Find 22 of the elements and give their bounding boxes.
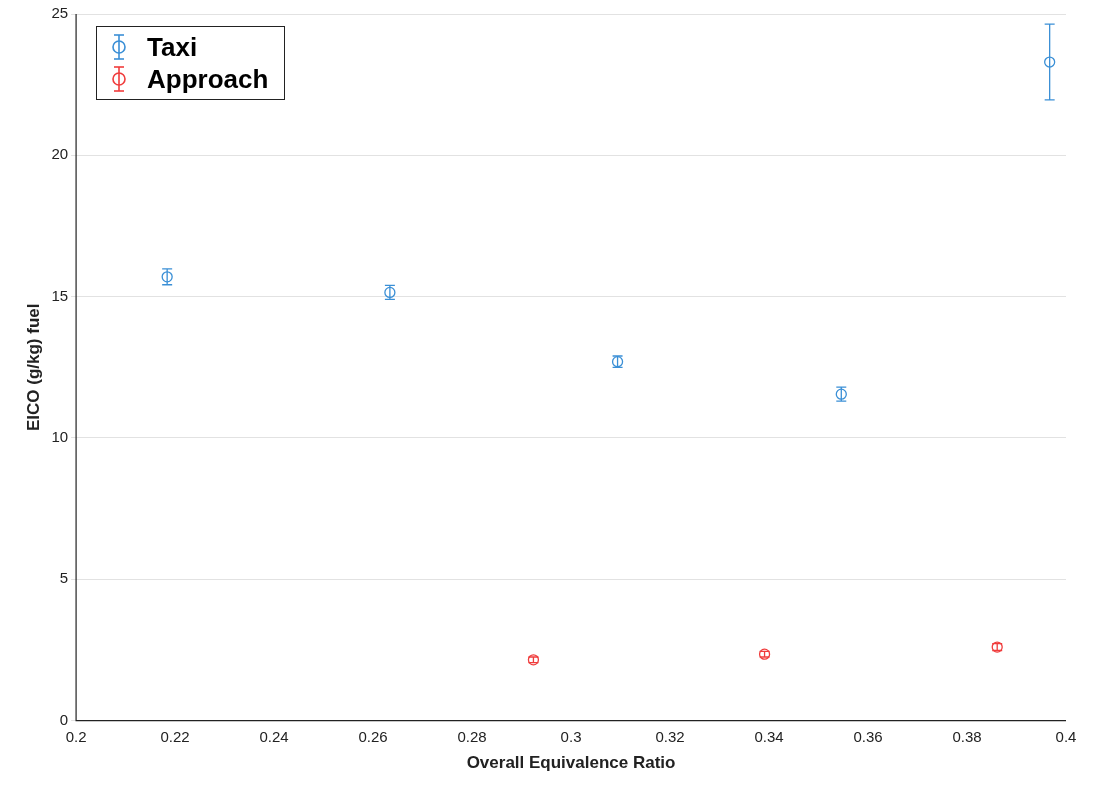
x-tick-label: 0.24 (259, 727, 289, 745)
y-tick-label: 20 (51, 145, 69, 163)
x-tick-label: 0.28 (457, 727, 487, 745)
x-tick-label: 0.38 (952, 727, 982, 745)
y-tick-label: 5 (59, 569, 69, 587)
legend-label: Taxi (147, 31, 198, 63)
x-tick-label: 0.34 (754, 727, 784, 745)
x-tick-label: 0.3 (560, 727, 582, 745)
x-tick-label: 0.36 (853, 727, 883, 745)
y-tick-label: 0 (59, 710, 69, 728)
x-tick-label: 0.4 (1055, 727, 1077, 745)
x-tick-label: 0.32 (655, 727, 685, 745)
y-tick-label: 25 (51, 4, 69, 22)
y-tick-label: 15 (51, 286, 69, 304)
legend-label: Approach (147, 63, 269, 95)
x-axis-title: Overall Equivalence Ratio (466, 753, 676, 773)
x-tick-label: 0.26 (358, 727, 388, 745)
y-tick-label: 10 (51, 428, 69, 446)
x-tick-label: 0.22 (160, 727, 190, 745)
y-axis-title: EICO (g/kg) fuel (23, 303, 43, 432)
point (1044, 56, 1056, 68)
x-tick-label: 0.2 (65, 727, 87, 745)
